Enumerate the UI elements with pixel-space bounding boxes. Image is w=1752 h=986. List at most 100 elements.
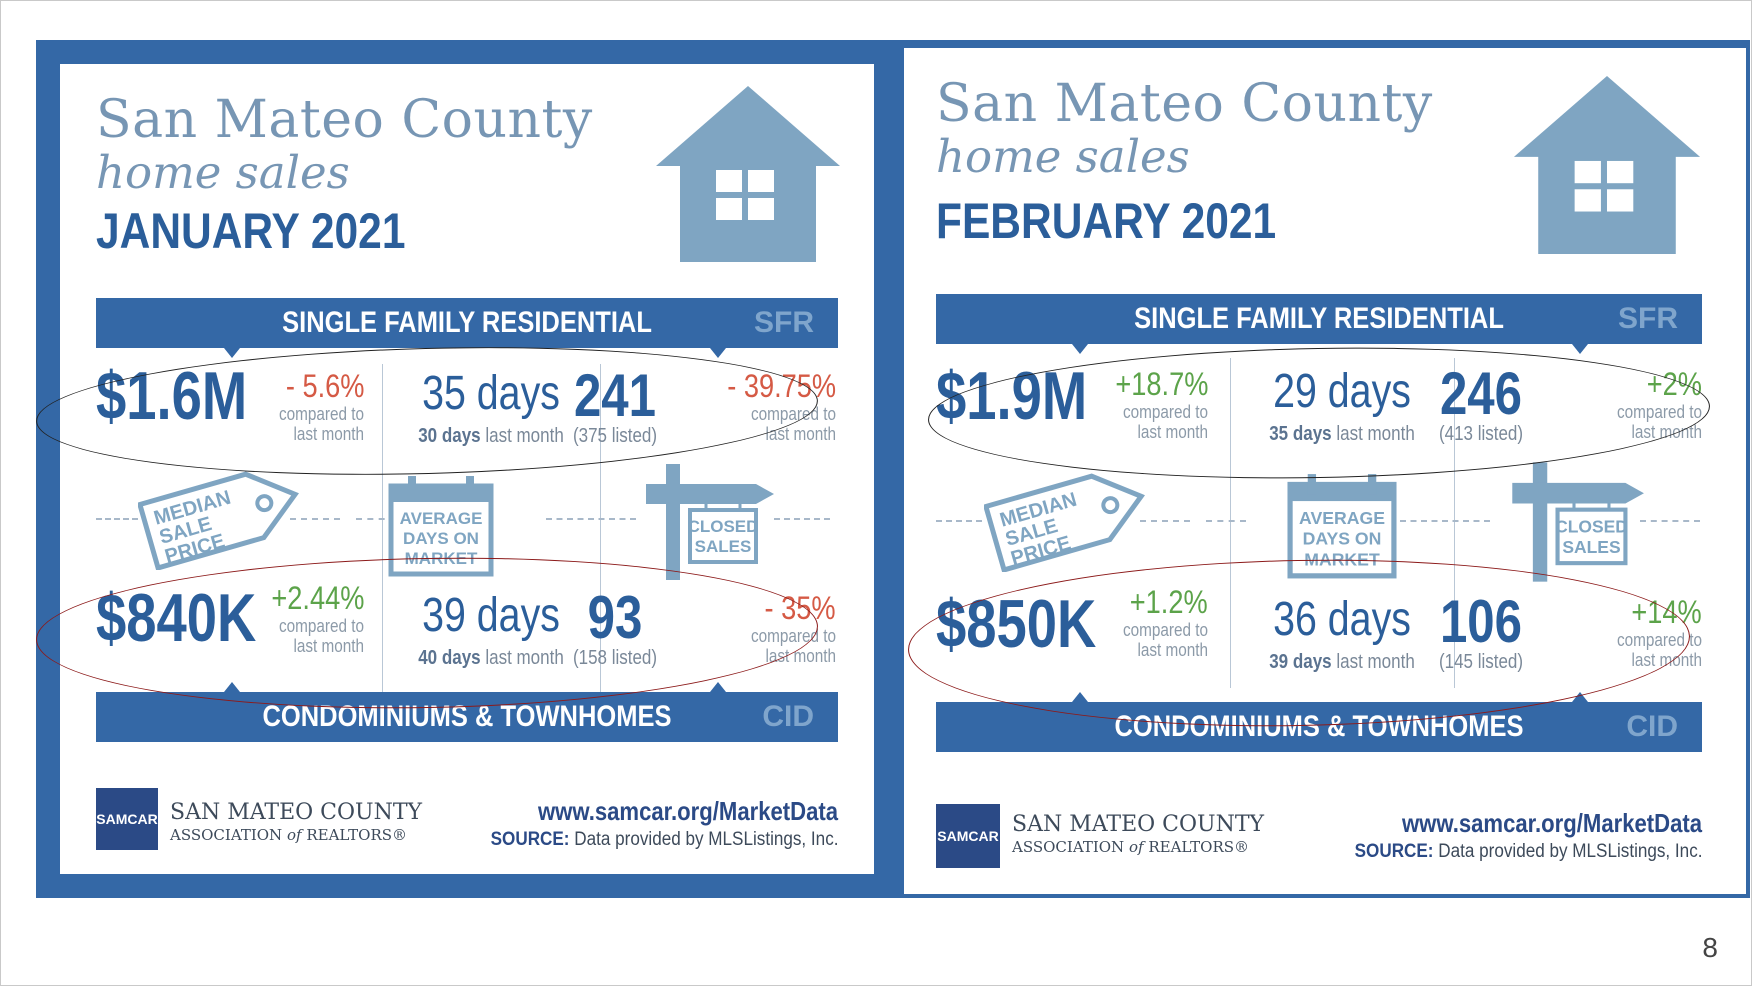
sale-sign-icon: CLOSED SALES	[1512, 462, 1644, 582]
sfr-band: SINGLE FAMILY RESIDENTIAL SFR	[96, 298, 838, 348]
compared-line: compared to	[1616, 630, 1702, 650]
cid-band: CONDOMINIUMS & TOWNHOMES CID	[96, 692, 838, 742]
price-tag-icon: MEDIAN SALE PRICE	[138, 471, 299, 570]
org-sub-b: of	[1128, 838, 1144, 856]
sfr-band-tag: SFR	[1618, 302, 1678, 335]
sfr-days-previous: 30 days last month	[398, 426, 583, 446]
divider-dash	[1640, 520, 1700, 522]
samcar-logo-text: SAMCAR	[937, 828, 999, 844]
compared-line: last month	[765, 424, 836, 444]
cid-median-price: $850K	[936, 586, 1097, 662]
cid-days-on-market: 39 days	[422, 589, 560, 642]
january-card: San Mateo County home sales JANUARY 2021…	[34, 64, 874, 874]
divider-dash	[1140, 520, 1190, 522]
prev-days: 40 days	[418, 647, 481, 669]
sfr-price-change: +18.7%	[1114, 366, 1208, 402]
icon-label: SALES	[1562, 537, 1620, 557]
cid-price-change: +2.44%	[270, 580, 364, 616]
cid-closed-sales: 106	[1439, 588, 1523, 655]
price-tag-icon: MEDIAN SALE PRICE	[984, 473, 1145, 572]
column-divider	[600, 364, 601, 694]
band-notch	[710, 348, 726, 358]
card-title-line1: San Mateo County	[936, 74, 1433, 134]
sfr-sales-change: - 39.75%	[727, 368, 836, 404]
compared-line: last month	[1137, 422, 1208, 442]
sfr-days-on-market: 35 days	[422, 367, 560, 420]
icon-label: CLOSED	[688, 517, 759, 536]
market-data-link[interactable]: www.samcar.org/MarketData	[537, 796, 838, 826]
cid-days-previous: 40 days last month	[398, 648, 583, 668]
sfr-band-label: SINGLE FAMILY RESIDENTIAL	[282, 306, 652, 339]
sfr-price-change: - 5.6%	[285, 368, 364, 404]
card-title-line2: home sales	[936, 130, 1190, 183]
prev-days: 30 days	[418, 425, 481, 447]
band-notch	[1072, 692, 1088, 702]
org-subname: ASSOCIATION of REALTORS®	[1012, 840, 1249, 855]
org-name: SAN MATEO COUNTY	[1012, 812, 1265, 837]
cid-price-compared: compared to last month	[1123, 620, 1208, 660]
sfr-band-label: SINGLE FAMILY RESIDENTIAL	[1134, 302, 1504, 335]
sfr-days-on-market: 29 days	[1273, 365, 1411, 418]
source-note: SOURCE: Data provided by MLSListings, In…	[490, 830, 838, 849]
compared-line: last month	[293, 636, 364, 656]
sfr-sales-compared: compared to last month	[1617, 402, 1702, 442]
prev-days: 35 days	[1269, 423, 1332, 445]
compared-line: last month	[1631, 650, 1702, 670]
cid-band-label: CONDOMINIUMS & TOWNHOMES	[262, 700, 672, 733]
sfr-closed-sales: 241	[573, 362, 657, 429]
source-text: Data provided by MLSListings, Inc.	[573, 829, 838, 850]
sfr-median-price: $1.9M	[936, 358, 1088, 434]
org-sub-c: REALTORS®	[306, 826, 408, 844]
cid-band: CONDOMINIUMS & TOWNHOMES CID	[936, 702, 1702, 752]
sfr-median-price: $1.6M	[96, 358, 248, 434]
calendar-icon: AVERAGE DAYS ON MARKET	[388, 476, 494, 577]
prev-days-text: last month	[1336, 651, 1415, 673]
cid-sales-listed: (158 listed)	[572, 647, 658, 669]
cid-sales-compared: compared to last month	[1617, 630, 1702, 670]
market-data-link[interactable]: www.samcar.org/MarketData	[1401, 808, 1702, 838]
cid-median-price: $840K	[96, 580, 257, 656]
divider-dash	[1206, 520, 1246, 522]
sfr-price-compared: compared to last month	[279, 404, 364, 444]
cid-days-on-market: 36 days	[1273, 593, 1411, 646]
org-sub-c: REALTORS®	[1148, 838, 1250, 856]
cid-price-compared: compared to last month	[279, 616, 364, 656]
compared-line: compared to	[1616, 402, 1702, 422]
sale-sign-icon: CLOSED SALES	[646, 464, 774, 580]
source-label: SOURCE:	[1354, 841, 1434, 862]
cid-band-label: CONDOMINIUMS & TOWNHOMES	[1114, 710, 1524, 743]
org-sub-a: ASSOCIATION	[170, 826, 283, 844]
prev-days-text: last month	[485, 647, 564, 669]
compared-line: compared to	[750, 404, 836, 424]
sfr-closed-sales: 246	[1439, 360, 1523, 427]
icon-label: DAYS ON	[403, 529, 479, 548]
compared-line: last month	[1631, 422, 1702, 442]
icon-label: CLOSED	[1555, 516, 1628, 536]
column-divider	[1230, 358, 1231, 688]
sfr-sales-listed: (413 listed)	[1438, 423, 1524, 445]
house-icon	[1513, 76, 1701, 254]
sfr-price-compared: compared to last month	[1123, 402, 1208, 442]
cid-sales-compared: compared to last month	[751, 626, 836, 666]
band-notch	[1572, 344, 1588, 354]
sfr-band-tag: SFR	[754, 306, 814, 339]
compared-line: compared to	[278, 404, 364, 424]
compared-line: compared to	[278, 616, 364, 636]
divider-dash	[936, 520, 982, 522]
column-divider	[1454, 358, 1455, 688]
cid-closed-sales: 93	[587, 584, 643, 651]
samcar-logo: SAMCAR	[936, 804, 1000, 868]
prev-days-text: last month	[485, 425, 564, 447]
page-number: 8	[1702, 932, 1718, 963]
sfr-sales-compared: compared to last month	[751, 404, 836, 444]
band-notch	[224, 348, 240, 358]
source-label: SOURCE:	[490, 829, 570, 850]
prev-days-text: last month	[1336, 423, 1415, 445]
prev-days: 39 days	[1269, 651, 1332, 673]
sfr-sales-change: +2%	[1646, 366, 1702, 402]
org-name: SAN MATEO COUNTY	[170, 800, 423, 825]
card-month: JANUARY 2021	[96, 203, 406, 259]
icon-label: MARKET	[1304, 549, 1380, 569]
band-notch	[1572, 692, 1588, 702]
icon-label: MARKET	[405, 549, 478, 568]
